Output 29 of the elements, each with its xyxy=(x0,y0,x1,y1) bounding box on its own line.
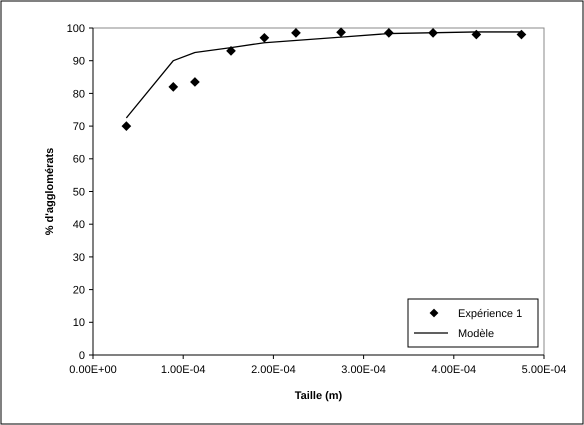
y-tick-label: 90 xyxy=(72,56,85,68)
y-axis-title: % d'agglomérats xyxy=(44,148,56,236)
y-tick-label: 0 xyxy=(78,350,85,362)
y-tick-label: 20 xyxy=(72,284,85,296)
point xyxy=(336,27,346,38)
y-tick-label: 30 xyxy=(72,252,85,264)
point xyxy=(190,77,200,87)
x-tick-label: 0.00E+00 xyxy=(69,364,117,376)
point xyxy=(472,30,482,40)
y-tick-label: 10 xyxy=(72,317,85,330)
y-tick-label: 70 xyxy=(72,120,85,133)
y-tick-label: 80 xyxy=(72,88,85,100)
point xyxy=(260,32,270,43)
legend-label: Expérience 1 xyxy=(458,308,522,320)
x-tick-label: 2.00E-04 xyxy=(251,364,296,376)
x-axis-title: Taille (m) xyxy=(294,390,343,402)
y-tick-label: 100 xyxy=(66,22,85,35)
point xyxy=(516,30,526,40)
y-tick-label: 50 xyxy=(72,186,85,198)
y-tick-label: 40 xyxy=(72,219,85,232)
legend-label: Modèle xyxy=(458,328,494,340)
x-tick-label: 4.00E-04 xyxy=(431,364,476,376)
y-tick-label: 60 xyxy=(72,154,85,166)
x-tick-label: 3.00E-04 xyxy=(341,364,386,376)
x-tick-label: 1.00E-04 xyxy=(160,364,206,376)
point xyxy=(168,82,178,92)
x-tick-label: 5.00E-04 xyxy=(522,364,566,376)
point xyxy=(291,28,301,38)
point xyxy=(122,121,132,131)
